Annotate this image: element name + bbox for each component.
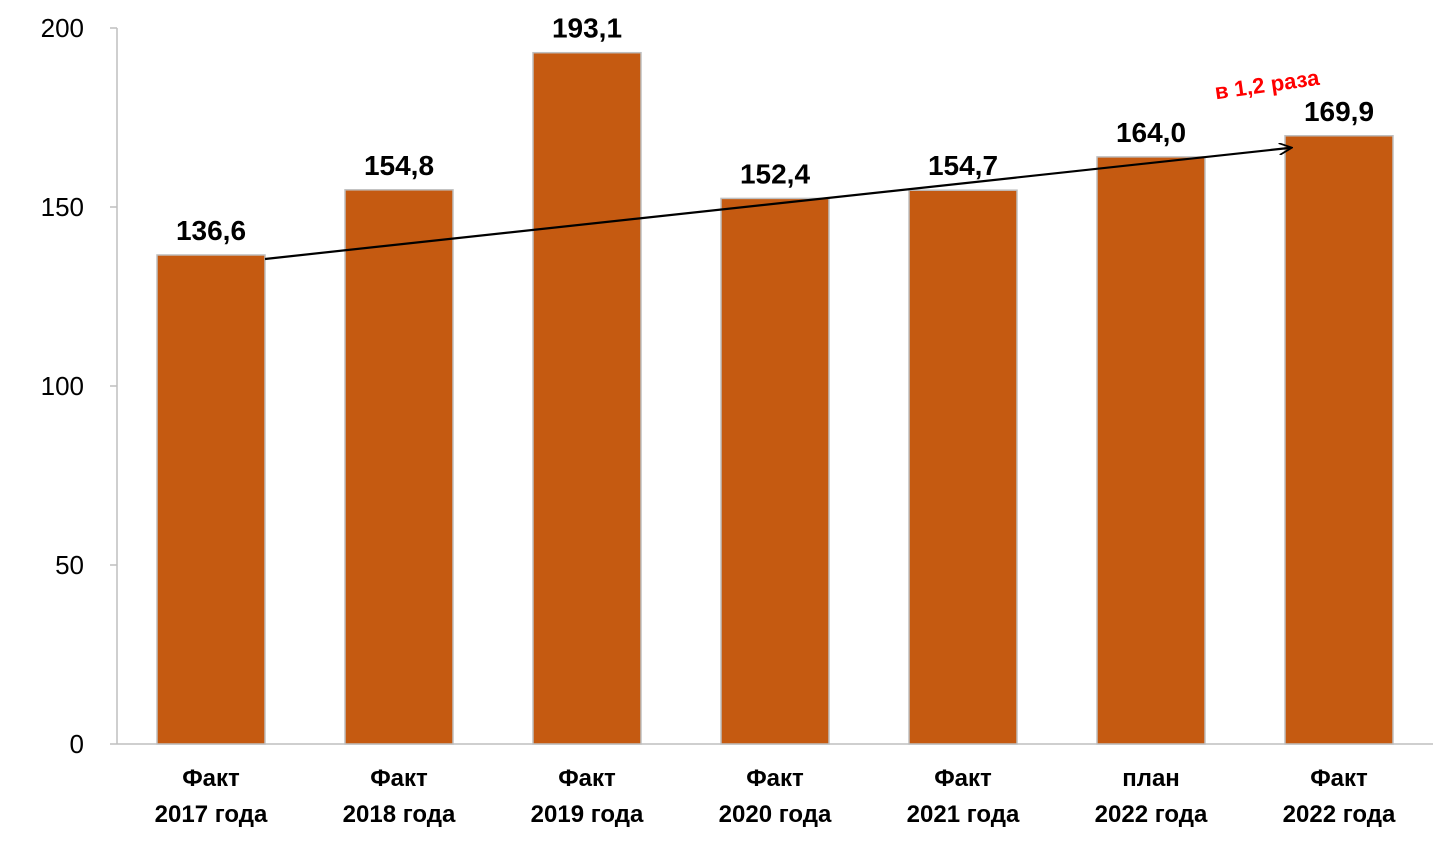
trend-arrow bbox=[264, 148, 1291, 261]
y-tick-label: 100 bbox=[41, 371, 84, 401]
bar bbox=[1284, 135, 1394, 745]
data-label: 152,4 bbox=[740, 158, 810, 189]
x-axis: Факт 2017 года Факт 2018 года Факт 2019 года Ф… bbox=[117, 743, 1433, 828]
data-label: 154,7 bbox=[928, 150, 998, 181]
data-label: 154,8 bbox=[364, 150, 434, 181]
bar bbox=[1096, 156, 1206, 745]
x-category-label: Факт bbox=[182, 765, 240, 792]
data-label: 169,9 bbox=[1304, 96, 1374, 127]
data-label: 193,1 bbox=[552, 13, 622, 44]
data-labels: 136,6 154,8 193,1 152,4 154,7 164,0 169,9 bbox=[176, 13, 1374, 246]
x-category-label: Факт bbox=[370, 765, 428, 792]
x-category-label: Факт bbox=[1310, 765, 1368, 792]
x-category-label: план bbox=[1122, 765, 1180, 792]
bar bbox=[156, 254, 266, 745]
y-tick-label: 0 bbox=[70, 729, 84, 759]
x-category-label: Факт bbox=[746, 765, 804, 792]
x-category-label: 2022 года bbox=[1095, 801, 1208, 828]
x-category-label: 2020 года bbox=[719, 801, 832, 828]
x-category-label: 2019 года bbox=[531, 801, 644, 828]
y-tick-label: 200 bbox=[41, 13, 84, 43]
x-category-label: Факт bbox=[558, 765, 616, 792]
x-category-label: 2018 года bbox=[343, 801, 456, 828]
data-label: 136,6 bbox=[176, 215, 246, 246]
bar bbox=[720, 197, 830, 745]
x-category-label: 2017 года bbox=[155, 801, 268, 828]
bar bbox=[908, 189, 1018, 745]
bar bbox=[532, 51, 642, 745]
y-axis: 0 50 100 150 200 bbox=[41, 13, 118, 759]
data-label: 164,0 bbox=[1116, 117, 1186, 148]
bar bbox=[344, 189, 454, 745]
x-category-label: 2022 года bbox=[1283, 801, 1396, 828]
y-tick-label: 50 bbox=[55, 550, 84, 580]
x-category-label: Факт bbox=[934, 765, 992, 792]
y-tick-label: 150 bbox=[41, 192, 84, 222]
bar-series bbox=[156, 51, 1394, 745]
x-category-label: 2021 года bbox=[907, 801, 1020, 828]
